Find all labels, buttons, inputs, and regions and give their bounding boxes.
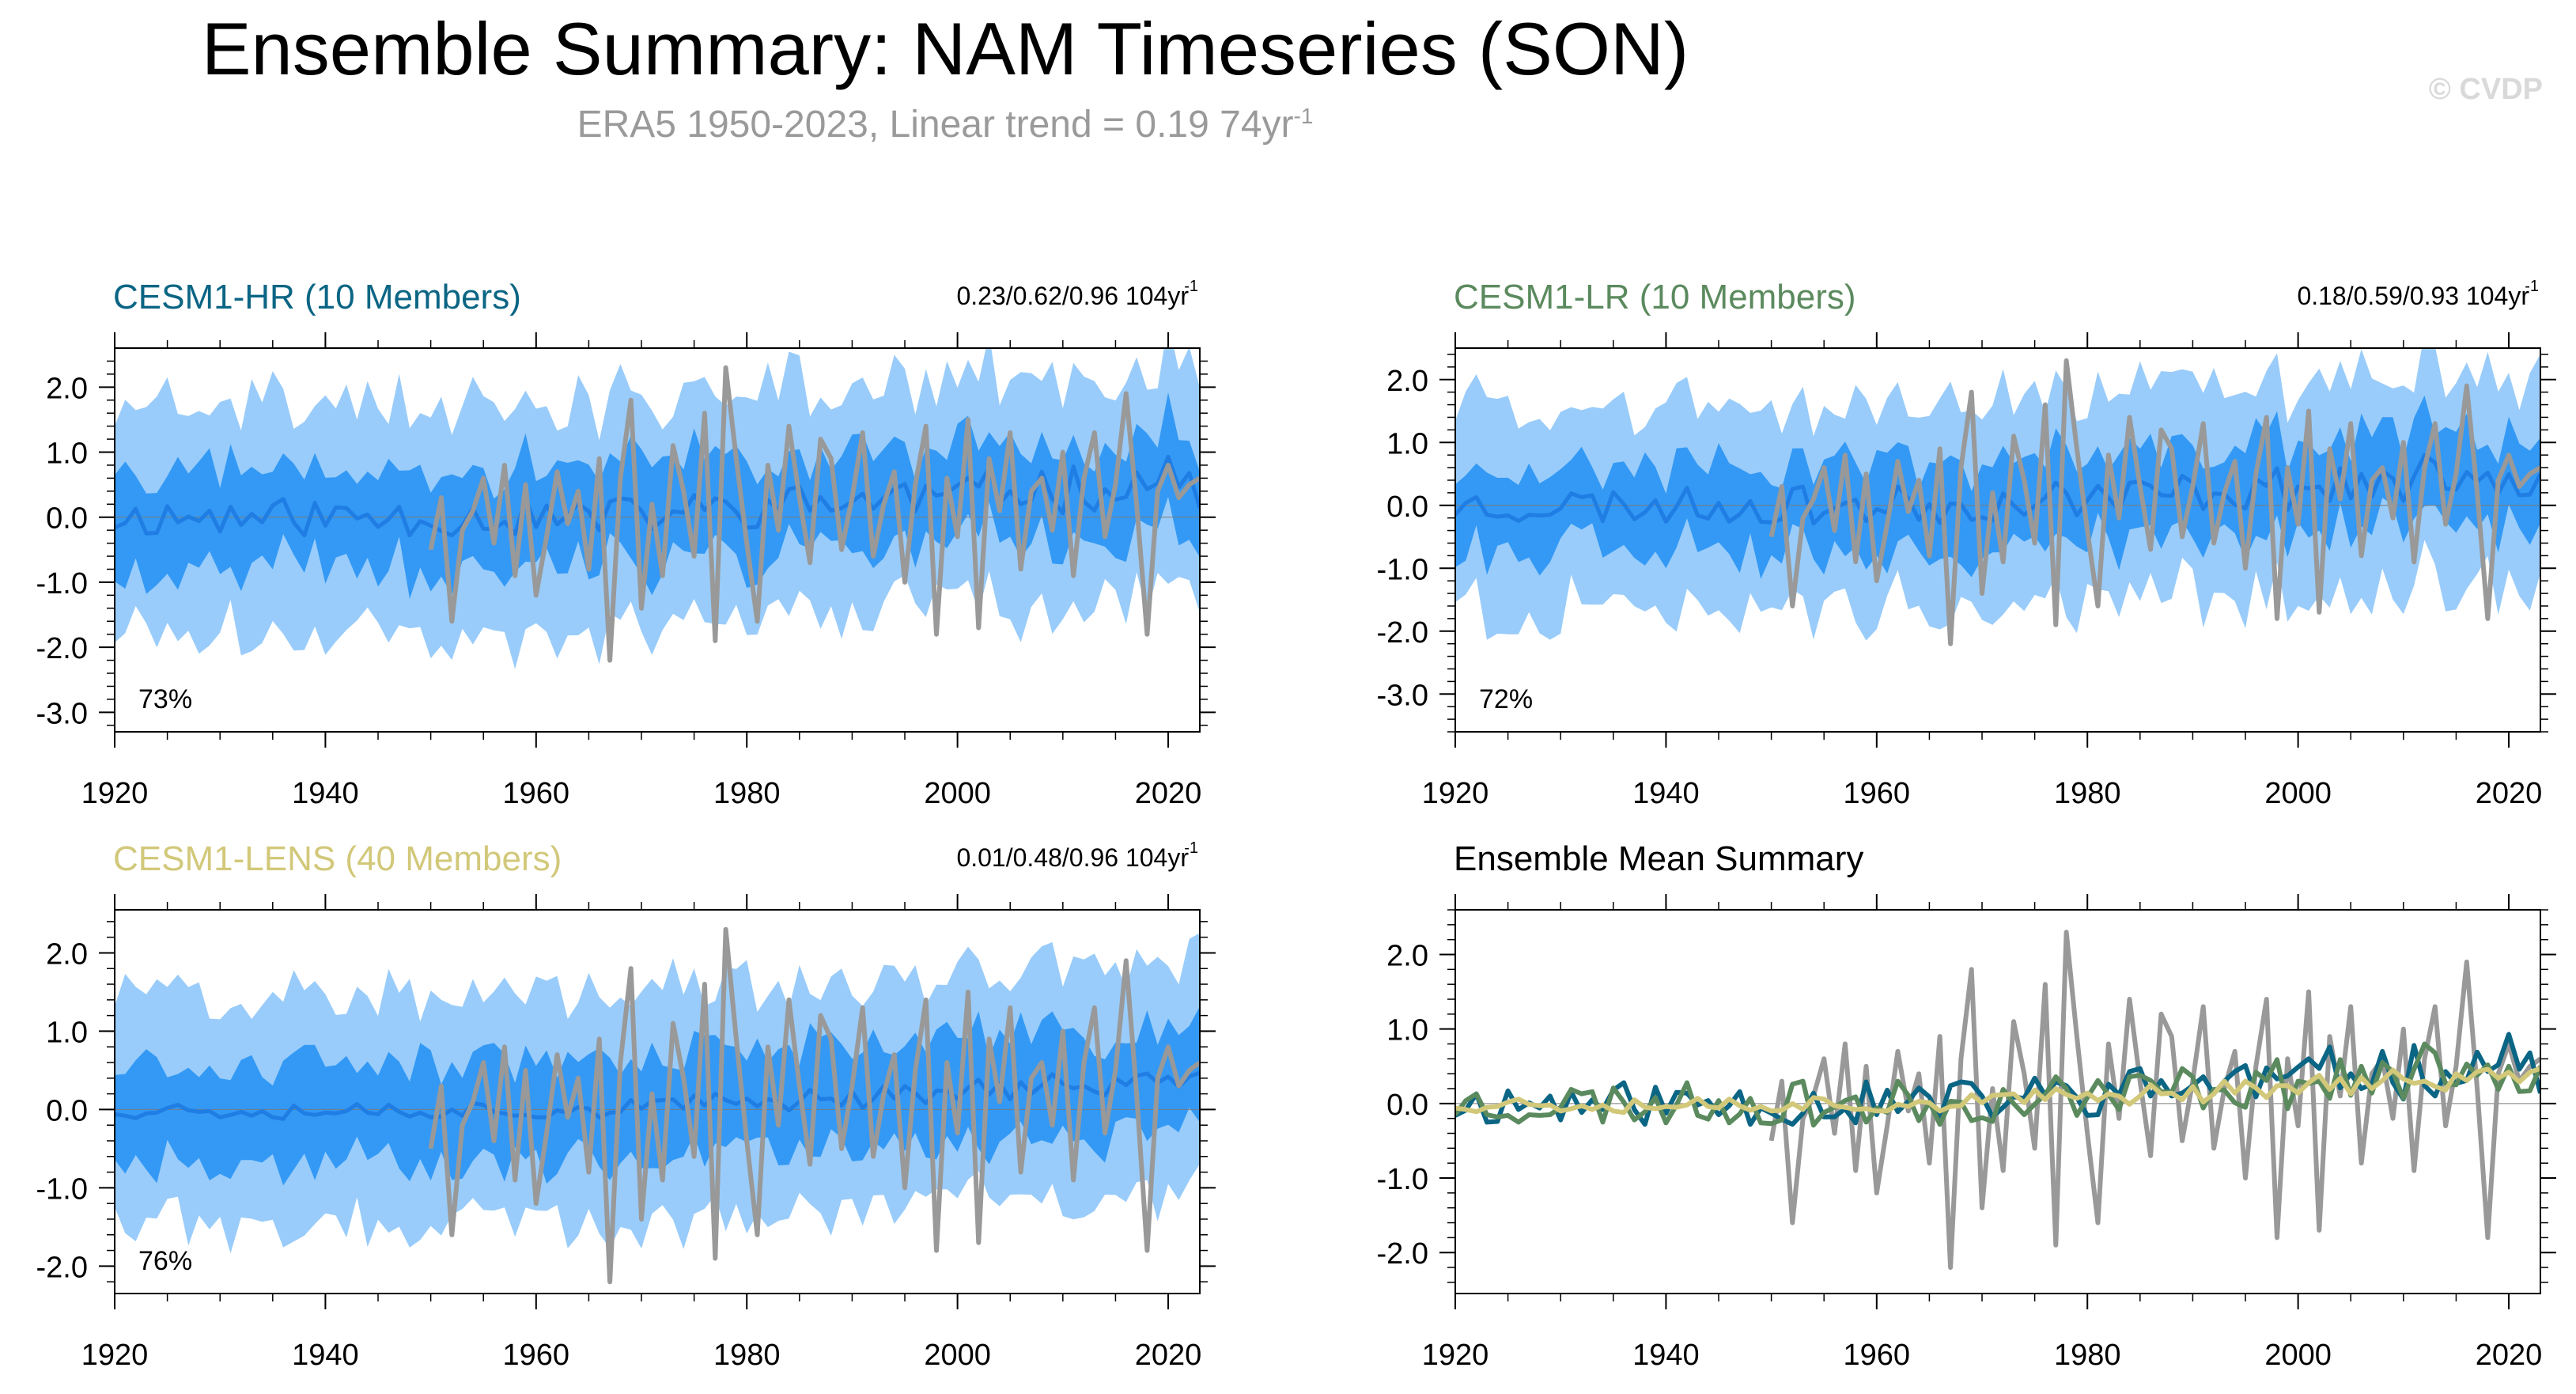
y-tick-label: -1.0 — [36, 567, 88, 600]
x-tick-label: 1960 — [1844, 777, 1911, 810]
percent-label: 76% — [138, 1246, 192, 1276]
inner-spread-band — [115, 392, 1200, 600]
y-tick-label: -2.0 — [36, 1251, 88, 1284]
panel-stats: 0.23/0.62/0.96 104yr — [956, 282, 1189, 310]
x-tick-label: 2000 — [924, 1339, 991, 1372]
y-tick-label: 0.0 — [1386, 491, 1428, 524]
x-tick-label: 1940 — [1632, 1339, 1700, 1372]
y-tick-label: 2.0 — [1386, 365, 1428, 398]
panel-hr: CESM1-HR (10 Members) 0.23/0.62/0.96 104y… — [36, 278, 1216, 810]
x-tick-label: 1920 — [81, 777, 149, 810]
y-tick-label: -2.0 — [36, 632, 88, 665]
y-tick-label: 2.0 — [46, 372, 88, 405]
obs-line — [1768, 358, 2540, 646]
ensemble-mean-line — [115, 1070, 1200, 1121]
plot-area — [115, 926, 1200, 1285]
plot-area — [1455, 930, 2540, 1270]
panel-lr: CESM1-LR (10 Members) 0.18/0.59/0.93 104y… — [1377, 278, 2556, 810]
x-tick-label: 1940 — [292, 1339, 359, 1372]
obs-line — [428, 365, 1200, 663]
ensemble-mean-line — [1455, 453, 2540, 526]
subtitle-exponent: -1 — [1293, 104, 1314, 128]
y-tick-label: -3.0 — [1377, 679, 1428, 712]
x-tick-label: 1920 — [81, 1339, 149, 1372]
y-tick-label: 1.0 — [1386, 427, 1428, 460]
x-tick-label: 1960 — [1844, 1339, 1911, 1372]
y-tick-label: -1.0 — [36, 1172, 88, 1206]
plot-frame — [114, 347, 1201, 733]
panel-stats: 0.18/0.59/0.93 104yr — [2297, 282, 2529, 310]
watermark: © CVDP — [2428, 73, 2543, 106]
y-tick-label: 1.0 — [1386, 1014, 1428, 1047]
obs-line — [1768, 930, 2540, 1270]
x-tick-label: 2000 — [924, 777, 991, 810]
panel-lens: CESM1-LENS (40 Members) 0.01/0.48/0.96 10… — [36, 839, 1216, 1372]
subtitle-main: ERA5 1950-2023, Linear trend = 0.19 74yr — [577, 104, 1294, 146]
y-tick-label: 0.0 — [1386, 1089, 1428, 1122]
x-tick-label: 2000 — [2264, 777, 2332, 810]
panel-stats-exponent: -1 — [1184, 839, 1198, 857]
x-tick-label: 1980 — [713, 1339, 781, 1372]
x-tick-label: 1940 — [1632, 777, 1700, 810]
x-tick-label: 1920 — [1422, 777, 1489, 810]
y-tick-label: 2.0 — [46, 938, 88, 971]
y-tick-label: 0.0 — [46, 1094, 88, 1127]
x-tick-label: 2000 — [2264, 1339, 2332, 1372]
series-line-cesm1-lr — [1455, 1041, 2540, 1128]
y-tick-label: -3.0 — [36, 697, 88, 730]
plot-area — [115, 348, 1200, 669]
y-tick-label: 1.0 — [46, 1016, 88, 1049]
y-tick-label: 0.0 — [46, 502, 88, 536]
plot-frame — [1454, 347, 2541, 733]
x-tick-label: 1920 — [1422, 1339, 1489, 1372]
page-subtitle: ERA5 1950-2023, Linear trend = 0.19 74yr… — [36, 103, 1855, 146]
panel-title: CESM1-HR (10 Members) — [113, 278, 521, 316]
x-tick-label: 1980 — [2054, 1339, 2121, 1372]
series-line-cesm1-lens — [1455, 1066, 2540, 1116]
y-tick-label: -1.0 — [1377, 1163, 1428, 1196]
x-tick-label: 2020 — [1135, 1339, 1202, 1372]
x-tick-label: 2020 — [1135, 777, 1202, 810]
panel-title: Ensemble Mean Summary — [1454, 839, 1863, 878]
page-title: Ensemble Summary: NAM Timeseries (SON) — [201, 7, 1689, 90]
x-tick-label: 2020 — [2476, 1339, 2543, 1372]
x-tick-label: 1960 — [503, 777, 570, 810]
y-tick-label: -2.0 — [1377, 616, 1428, 650]
obs-line — [428, 926, 1200, 1285]
x-tick-label: 2020 — [2476, 777, 2543, 810]
plot-area — [1455, 348, 2540, 646]
panel-summary: Ensemble Mean Summary 2.0 1.0 0.0 -1.0 -2.0 19… — [1377, 839, 2556, 1372]
panel-title: CESM1-LR (10 Members) — [1454, 278, 1856, 316]
y-tick-label: -2.0 — [1377, 1237, 1428, 1271]
x-tick-label: 1960 — [503, 1339, 570, 1372]
panel-stats-exponent: -1 — [1184, 278, 1198, 295]
panel-stats-exponent: -1 — [2525, 278, 2539, 295]
plot-frame — [1454, 909, 2541, 1294]
x-tick-label: 1980 — [2054, 777, 2121, 810]
y-tick-label: 1.0 — [46, 438, 88, 471]
x-tick-label: 1940 — [292, 777, 359, 810]
x-tick-label: 1980 — [713, 777, 781, 810]
plot-frame — [114, 909, 1201, 1294]
percent-label: 72% — [1479, 684, 1533, 714]
percent-label: 73% — [138, 684, 192, 714]
panel-stats: 0.01/0.48/0.96 104yr — [956, 843, 1189, 872]
panel-title: CESM1-LENS (40 Members) — [113, 839, 562, 878]
y-tick-label: 2.0 — [1386, 940, 1428, 973]
y-tick-label: -1.0 — [1377, 553, 1428, 586]
